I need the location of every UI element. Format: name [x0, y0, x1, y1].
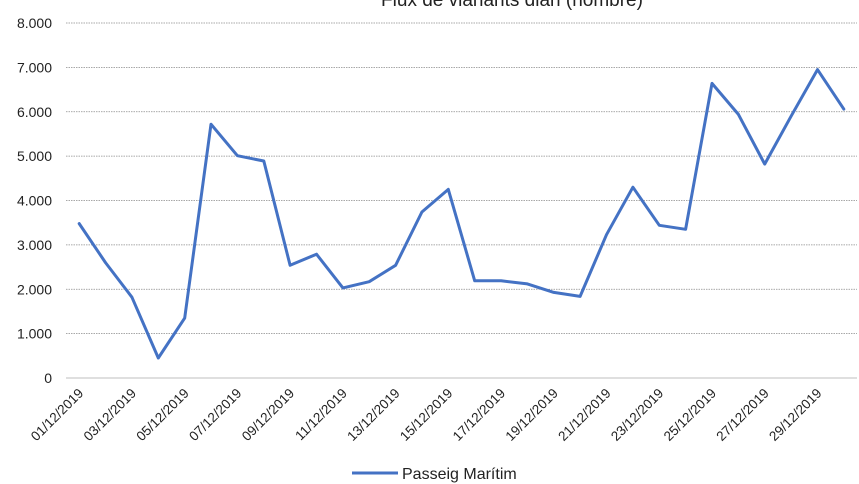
data-point — [341, 286, 345, 290]
data-point — [631, 185, 635, 189]
x-tick-label: 11/12/2019 — [292, 386, 350, 444]
data-point — [737, 113, 740, 116]
chart-title: Flux de vianants diari (nombre) — [381, 0, 643, 11]
data-point — [209, 122, 213, 126]
data-point — [763, 162, 766, 166]
data-point — [473, 279, 476, 283]
data-point — [236, 154, 239, 157]
y-tick-label: 0 — [44, 370, 52, 386]
series-line — [77, 68, 846, 360]
y-tick-label: 2.000 — [17, 281, 52, 297]
data-point — [77, 222, 81, 225]
x-tick-label: 09/12/2019 — [239, 386, 297, 444]
x-tick-label: 23/12/2019 — [608, 386, 666, 444]
y-tick-label: 6.000 — [17, 104, 52, 120]
x-tick-label: 25/12/2019 — [661, 386, 719, 444]
x-tick-label: 03/12/2019 — [81, 386, 139, 444]
data-point — [447, 188, 450, 191]
y-axis-ticks: 0 1.000 2.000 3.000 4.000 5.000 6.000 7.000 8.00… — [17, 15, 52, 386]
x-tick-label: 13/12/2019 — [344, 386, 402, 444]
data-point — [605, 233, 608, 236]
data-point — [789, 114, 793, 118]
x-axis-ticks: 01/12/201903/12/201905/12/201907/12/2019… — [28, 386, 825, 444]
data-point — [499, 279, 503, 283]
data-point — [842, 107, 846, 111]
data-point — [130, 296, 134, 299]
y-tick-label: 1.000 — [17, 326, 52, 342]
y-tick-label: 7.000 — [17, 59, 52, 75]
data-point — [104, 261, 107, 264]
x-tick-label: 21/12/2019 — [555, 386, 613, 444]
y-tick-label: 3.000 — [17, 237, 52, 253]
x-tick-label: 19/12/2019 — [503, 386, 561, 444]
x-tick-label: 27/12/2019 — [713, 386, 771, 444]
gridlines — [66, 22, 857, 379]
data-point — [288, 264, 292, 267]
data-point — [157, 356, 160, 360]
data-point — [315, 252, 318, 256]
data-point — [394, 264, 397, 267]
data-point — [420, 210, 424, 214]
x-tick-label: 07/12/2019 — [186, 386, 244, 444]
y-tick-label: 5.000 — [17, 148, 52, 164]
legend-label: Passeig Marítim — [402, 466, 517, 483]
y-tick-label: 4.000 — [17, 193, 52, 209]
x-tick-label: 05/12/2019 — [133, 386, 191, 444]
data-point — [816, 68, 819, 71]
data-point — [262, 159, 265, 163]
data-point — [526, 282, 529, 286]
data-point — [710, 82, 714, 85]
data-point — [183, 316, 186, 320]
x-tick-label: 17/12/2019 — [450, 386, 508, 444]
legend: Passeig Marítim — [352, 466, 517, 483]
data-point — [684, 228, 687, 231]
data-point — [368, 280, 371, 283]
data-point — [552, 291, 555, 294]
series-layer — [77, 68, 846, 360]
x-tick-label: 15/12/2019 — [397, 386, 455, 444]
y-tick-label: 8.000 — [17, 15, 52, 31]
data-point — [578, 295, 582, 298]
data-point — [658, 224, 661, 227]
x-tick-label: 29/12/2019 — [766, 386, 824, 444]
x-tick-label: 01/12/2019 — [28, 386, 86, 444]
